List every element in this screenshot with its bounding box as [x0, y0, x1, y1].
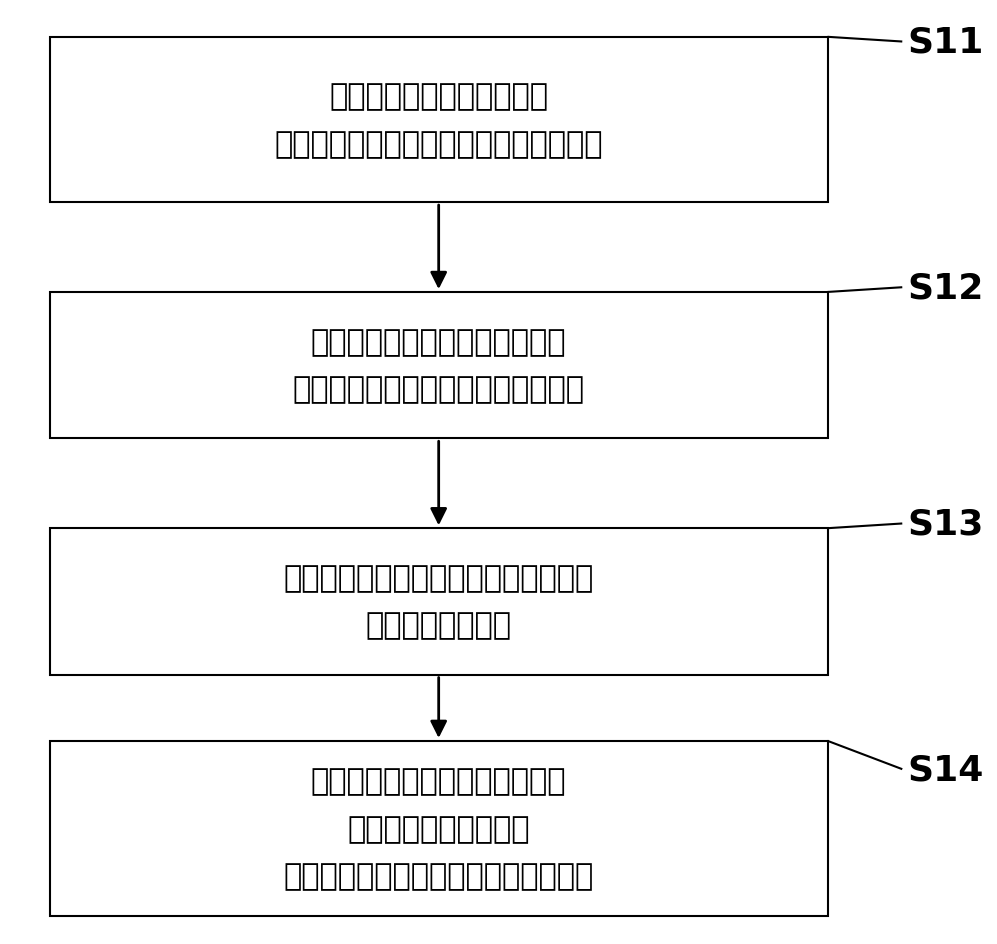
Text: S14: S14 — [907, 752, 984, 786]
FancyBboxPatch shape — [50, 741, 828, 916]
Text: S13: S13 — [907, 507, 984, 541]
Text: 获取施工区域的影像数据，
以确定施工区域中感兴趣区域的实景模型: 获取施工区域的影像数据， 以确定施工区域中感兴趣区域的实景模型 — [274, 82, 603, 159]
Text: S11: S11 — [907, 25, 984, 59]
Text: S12: S12 — [907, 271, 984, 305]
FancyBboxPatch shape — [50, 293, 828, 439]
Text: 对实景模型进行地形滤波处理，
得到感兴趣区域的地形数据高程模型: 对实景模型进行地形滤波处理， 得到感兴趣区域的地形数据高程模型 — [293, 328, 584, 404]
FancyBboxPatch shape — [50, 529, 828, 675]
Text: 对地形数据高程模型进行网格化处理，
得到地形网格模型: 对地形数据高程模型进行网格化处理， 得到地形网格模型 — [283, 564, 594, 640]
FancyBboxPatch shape — [50, 38, 828, 203]
Text: 基于地形网格模型对感兴趣区域
进行填挖方数据计算，
确定感兴趣区域土方工程量的计算结果: 基于地形网格模型对感兴趣区域 进行填挖方数据计算， 确定感兴趣区域土方工程量的计… — [283, 767, 594, 890]
